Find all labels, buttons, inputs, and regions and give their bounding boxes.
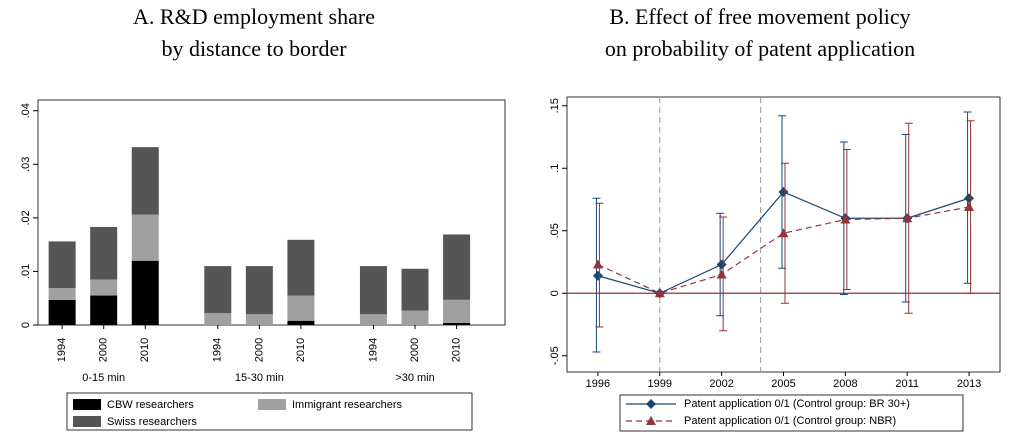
y-tick-label: 0 — [20, 322, 32, 328]
bar-segment — [131, 147, 159, 215]
bar-segment — [204, 266, 232, 314]
x-tick-label: 1996 — [586, 378, 610, 390]
point-marker — [716, 269, 727, 279]
bar-segment — [287, 320, 315, 325]
group-label: 15-30 min — [235, 372, 284, 384]
chart-title: by distance to border — [161, 36, 347, 61]
group-label: 0-15 min — [82, 372, 125, 384]
y-tick-label: -.05 — [549, 346, 561, 365]
x-tick-label: 1994 — [56, 338, 68, 362]
x-tick-label: 2010 — [295, 338, 307, 362]
point-marker — [840, 214, 851, 224]
y-tick-label: .05 — [549, 223, 561, 238]
bar-segment — [443, 299, 471, 323]
bar-segment — [48, 241, 76, 289]
y-tick-label: .02 — [20, 210, 32, 225]
legend-label: Patent application 0/1 (Control group: N… — [684, 415, 896, 427]
bar-segment — [204, 313, 232, 325]
y-tick-label: .01 — [20, 264, 32, 279]
x-tick-label: 2002 — [709, 378, 733, 390]
y-tick-label: .03 — [20, 157, 32, 172]
legend-box — [66, 392, 473, 431]
x-tick-label: 1994 — [367, 338, 379, 362]
bar-segment — [401, 310, 429, 325]
point-marker — [654, 288, 665, 298]
x-tick-label: 2010 — [450, 338, 462, 362]
x-tick-label: 2005 — [771, 378, 795, 390]
point-marker — [716, 259, 727, 270]
bar-segment — [48, 299, 76, 325]
y-tick-label: 0 — [549, 290, 561, 296]
bar-segment — [245, 314, 273, 325]
series-line — [597, 191, 970, 294]
chart-title: B. Effect of free movement policy — [609, 4, 910, 29]
point-marker — [646, 399, 656, 409]
bar-segment — [359, 266, 387, 315]
point-marker — [964, 202, 975, 211]
x-tick-label: 2011 — [895, 378, 919, 390]
y-tick-label: .04 — [20, 103, 32, 118]
x-tick-label: 2013 — [957, 378, 981, 390]
legend-label: Immigrant researchers — [292, 399, 403, 411]
bar-segment — [287, 239, 315, 296]
legend-swatch — [73, 399, 101, 410]
x-tick-label: 2000 — [253, 338, 265, 362]
legend-box — [619, 394, 964, 432]
point-marker — [646, 416, 656, 425]
y-tick-label: .15 — [549, 98, 561, 113]
bar-segment — [131, 260, 159, 325]
series-line — [597, 206, 970, 294]
legend-label: Patent application 0/1 (Control group: B… — [684, 398, 910, 410]
bar-segment — [48, 288, 76, 300]
x-tick-label: 1994 — [212, 338, 224, 362]
legend-swatch — [73, 416, 101, 427]
point-marker — [778, 187, 789, 197]
bar-segment — [90, 226, 118, 280]
chart-title: A. R&D employment share — [133, 4, 375, 29]
bar-segment — [245, 266, 273, 315]
bar-segment — [287, 295, 315, 321]
x-tick-label: 1999 — [648, 378, 672, 390]
y-tick-label: .1 — [549, 164, 561, 173]
group-label: >30 min — [395, 372, 434, 384]
x-tick-label: 2000 — [409, 338, 421, 362]
bar-segment — [401, 268, 429, 311]
bar-segment — [443, 234, 471, 300]
point-marker — [902, 213, 913, 223]
x-tick-label: 2010 — [139, 338, 151, 362]
x-tick-label: 2008 — [833, 378, 857, 390]
legend-label: Swiss researchers — [107, 416, 197, 428]
bar-segment — [90, 295, 118, 325]
bar-segment — [443, 322, 471, 325]
bar-segment — [359, 314, 387, 325]
point-marker — [778, 228, 789, 238]
bar-segment — [90, 279, 118, 296]
point-marker — [592, 270, 603, 281]
legend-label: CBW researchers — [107, 399, 194, 411]
point-marker — [592, 259, 603, 269]
point-marker — [964, 193, 975, 204]
bar-segment — [131, 214, 159, 261]
legend-swatch — [258, 399, 286, 410]
chart-title: on probability of patent application — [605, 36, 915, 61]
x-tick-label: 2000 — [98, 338, 110, 362]
